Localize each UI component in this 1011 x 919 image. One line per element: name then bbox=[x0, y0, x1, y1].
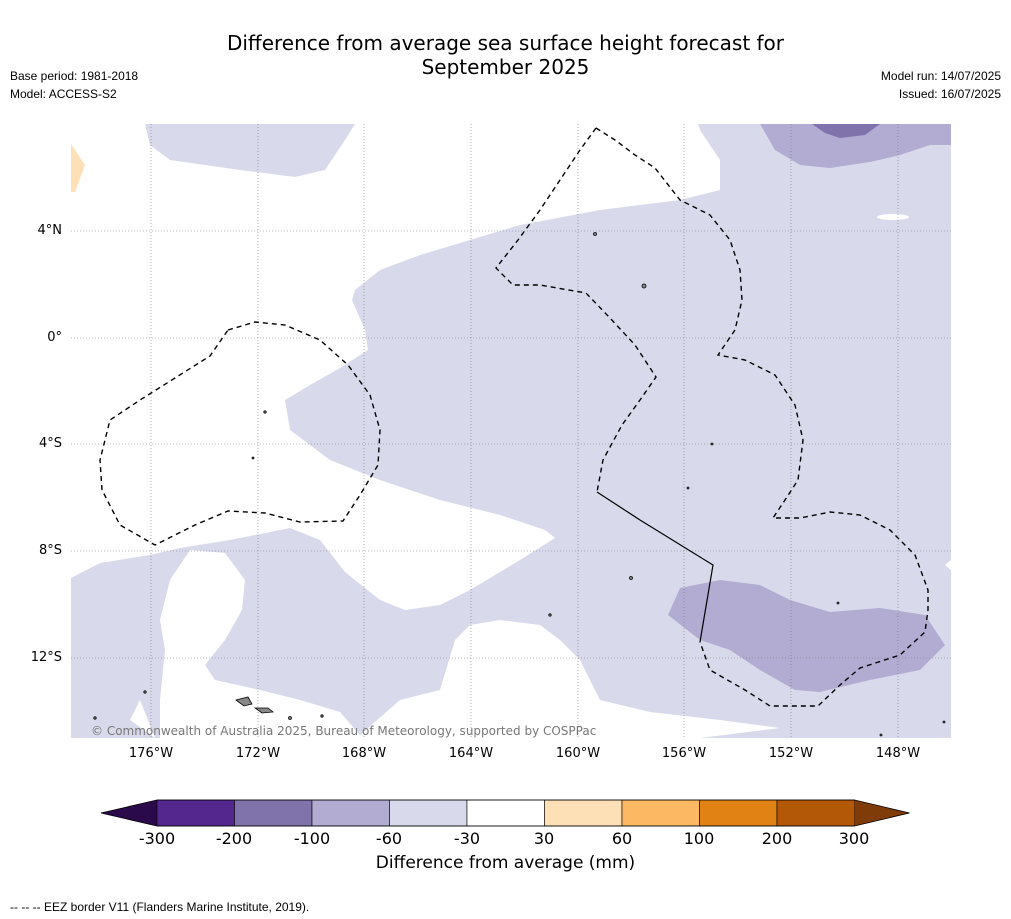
lat-label: 4°N bbox=[37, 223, 63, 238]
lon-label: 148°W bbox=[875, 746, 921, 761]
colorbar-tick: 100 bbox=[683, 829, 715, 848]
model-run-text: Model run: 14/07/2025 bbox=[880, 69, 1001, 83]
lat-label: 12°S bbox=[30, 650, 62, 665]
anomaly-region-strong-northeast bbox=[812, 124, 880, 138]
colorbar-tick: 200 bbox=[761, 829, 793, 848]
lat-label: 4°S bbox=[38, 436, 62, 451]
lon-label: 168°W bbox=[341, 746, 387, 761]
anomaly-region-medium-southeast bbox=[668, 580, 945, 692]
colorbar-tick: 30 bbox=[533, 829, 555, 848]
map-title: Difference from average sea surface heig… bbox=[0, 31, 1011, 79]
colorbar-tick: 300 bbox=[838, 829, 870, 848]
lon-label: 156°W bbox=[661, 746, 707, 761]
lat-label: 8°S bbox=[38, 543, 62, 558]
meta-right: Model run: 14/07/2025 Issued: 16/07/2025 bbox=[881, 67, 1001, 103]
colorbar-label: Difference from average (mm) bbox=[375, 853, 636, 873]
lon-label: 172°W bbox=[235, 746, 281, 761]
issued-text: Issued: 16/07/2025 bbox=[898, 87, 1001, 101]
colorbar-tick: -30 bbox=[453, 829, 481, 848]
neutral-region-southwest bbox=[130, 700, 155, 738]
eez-borders bbox=[99, 127, 929, 707]
model-text: Model: ACCESS-S2 bbox=[10, 87, 117, 101]
base-period-text: Base period: 1981-2018 bbox=[10, 69, 139, 83]
anomaly-region-medium-northeast bbox=[760, 124, 951, 168]
colorbar-tick: -60 bbox=[375, 829, 403, 848]
lon-label: 164°W bbox=[448, 746, 494, 761]
colorbar-tick: -200 bbox=[215, 829, 253, 848]
graticule bbox=[71, 124, 951, 738]
anomaly-region-positive-west bbox=[71, 144, 85, 192]
colorbar-tick: 60 bbox=[611, 829, 633, 848]
copyright-text: © Commonwealth of Australia 2025, Bureau… bbox=[91, 724, 597, 738]
lon-label: 160°W bbox=[555, 746, 601, 761]
title-line-1: Difference from average sea surface heig… bbox=[226, 31, 785, 55]
lon-label: 152°W bbox=[768, 746, 814, 761]
footnote-text: -- -- -- EEZ border V11 (Flanders Marine… bbox=[10, 900, 310, 914]
neutral-region-south bbox=[160, 550, 780, 738]
eez-border-solid bbox=[596, 491, 714, 643]
meta-left: Base period: 1981-2018 Model: ACCESS-S2 bbox=[10, 67, 138, 103]
colorbar-tick: -300 bbox=[138, 829, 176, 848]
lat-label: 0° bbox=[47, 330, 62, 345]
lon-label: 176°W bbox=[128, 746, 174, 761]
colorbar-tick: -100 bbox=[293, 829, 331, 848]
title-line-2: September 2025 bbox=[421, 55, 590, 79]
islands bbox=[93, 232, 946, 737]
neutral-patch-east bbox=[877, 214, 909, 220]
